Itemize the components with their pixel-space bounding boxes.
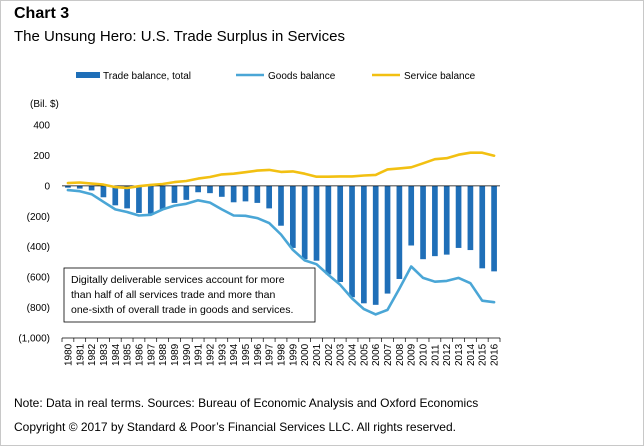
bar-trade-balance: [183, 185, 190, 200]
bar-trade-balance: [349, 185, 355, 298]
x-tick-label: 1993: [217, 343, 228, 366]
x-tick-label: 2006: [371, 343, 382, 366]
x-tick-label: 1987: [146, 343, 157, 366]
bar-trade-balance: [384, 185, 391, 294]
annotation-text: one-sixth of overall trade in goods and …: [71, 304, 293, 316]
legend-label: Trade balance, total: [103, 71, 191, 82]
bar-trade-balance: [254, 185, 261, 203]
copyright-text: Copyright © 2017 by Standard & Poor’s Fi…: [14, 420, 456, 434]
chart-title: The Unsung Hero: U.S. Trade Surplus in S…: [14, 28, 345, 45]
x-tick-label: 2016: [490, 343, 501, 366]
bar-trade-balance: [467, 185, 474, 251]
y-tick-label: (400): [27, 242, 50, 253]
x-tick-label: 1982: [87, 343, 98, 366]
bar-trade-balance: [278, 185, 284, 226]
bar-trade-balance: [313, 185, 320, 261]
x-tick-label: 2014: [466, 343, 477, 366]
y-tick-label: (600): [27, 273, 50, 284]
x-tick-label: 2005: [359, 343, 370, 366]
x-tick-label: 1997: [265, 343, 276, 366]
x-tick-label: 2002: [324, 343, 335, 366]
y-tick-label: (1,000): [18, 334, 50, 345]
bar-trade-balance: [337, 185, 344, 283]
bar-trade-balance: [266, 185, 273, 209]
x-tick-label: 1998: [277, 343, 288, 366]
y-tick-label: 200: [33, 151, 50, 162]
x-tick-label: 1984: [111, 343, 122, 366]
y-tick-label: 400: [33, 121, 50, 132]
bar-trade-balance: [289, 185, 296, 248]
bar-trade-balance: [88, 185, 95, 191]
x-tick-label: 1980: [63, 343, 74, 366]
bar-trade-balance: [396, 185, 403, 279]
bar-trade-balance: [159, 185, 166, 210]
x-tick-label: 2009: [407, 343, 418, 366]
x-tick-label: 2011: [430, 344, 441, 366]
bar-trade-balance: [372, 185, 379, 305]
y-tick-label: 0: [44, 181, 50, 192]
bar-trade-balance: [420, 185, 426, 260]
legend-label: Goods balance: [268, 71, 336, 82]
x-tick-label: 2001: [312, 343, 323, 366]
x-tick-label: 1992: [205, 343, 216, 366]
bar-trade-balance: [491, 185, 497, 272]
bar-trade-balance: [479, 185, 486, 269]
y-tick-label: (800): [27, 303, 50, 314]
x-tick-label: 2012: [442, 343, 453, 366]
source-note: Note: Data in real terms. Sources: Burea…: [14, 396, 479, 410]
x-tick-label: 1981: [75, 343, 86, 366]
y-axis-label: (Bil. $): [30, 99, 59, 110]
x-tick-label: 1983: [99, 343, 110, 366]
bar-trade-balance: [443, 185, 450, 255]
bar-trade-balance: [301, 185, 308, 260]
bar-trade-balance: [455, 185, 462, 248]
x-tick-label: 1986: [134, 343, 145, 366]
bar-trade-balance: [325, 185, 332, 275]
bar-trade-balance: [100, 185, 107, 198]
x-tick-label: 1990: [182, 343, 193, 366]
bar-trade-balance: [218, 185, 225, 197]
annotation-text: than half of all services trade and more…: [71, 289, 275, 301]
y-tick-label: (200): [27, 212, 50, 223]
bar-trade-balance: [147, 185, 154, 214]
x-tick-label: 1988: [158, 343, 169, 366]
x-tick-label: 2013: [454, 343, 465, 366]
annotation-text: Digitally deliverable services account f…: [71, 274, 285, 286]
bar-trade-balance: [112, 185, 119, 206]
line-goods-balance: [66, 188, 496, 316]
line-service-balance: [66, 151, 496, 190]
bar-trade-balance: [124, 185, 130, 209]
x-tick-label: 2007: [383, 343, 394, 366]
x-tick-label: 2010: [419, 343, 430, 366]
x-tick-label: 1985: [123, 343, 134, 366]
x-tick-label: 1996: [253, 343, 264, 366]
x-tick-label: 2015: [478, 343, 489, 366]
chart-number: Chart 3: [14, 5, 70, 22]
x-tick-label: 1995: [241, 343, 252, 366]
bar-trade-balance: [171, 185, 178, 203]
bar-trade-balance: [207, 185, 213, 194]
bar-trade-balance: [361, 185, 367, 304]
x-tick-label: 1994: [229, 343, 240, 366]
bar-trade-balance: [65, 185, 71, 188]
x-tick-label: 2003: [336, 343, 347, 366]
x-tick-label: 2000: [300, 343, 311, 366]
legend-swatch-trade-balance: [76, 72, 100, 78]
x-tick-label: 1989: [170, 343, 181, 366]
x-tick-label: 1991: [194, 343, 205, 366]
annotation-box: [63, 267, 316, 323]
bar-trade-balance: [76, 185, 83, 189]
bar-trade-balance: [230, 185, 237, 203]
x-tick-label: 2008: [395, 343, 406, 366]
bar-trade-balance: [136, 185, 142, 213]
bar-trade-balance: [195, 185, 201, 193]
bar-trade-balance: [408, 185, 415, 246]
x-tick-label: 2004: [348, 343, 359, 366]
bar-trade-balance: [432, 185, 438, 257]
bar-trade-balance: [242, 185, 249, 202]
legend-label: Service balance: [404, 71, 476, 82]
x-tick-label: 1999: [288, 343, 299, 366]
